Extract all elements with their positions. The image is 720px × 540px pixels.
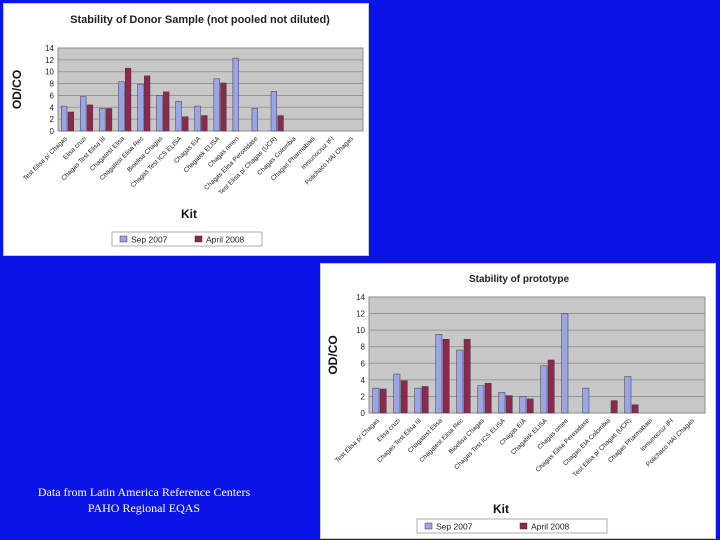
bar-april-2008 <box>201 115 208 132</box>
y-tick-label: 2 <box>50 115 55 124</box>
x-axis-label: Kit <box>181 207 197 221</box>
bar-april-2008 <box>442 339 450 414</box>
legend-label: Sep 2007 <box>131 235 168 245</box>
bar-april-2008 <box>220 82 227 132</box>
bar-april-2008 <box>547 359 555 414</box>
bar-april-2008 <box>86 104 94 132</box>
bar-sep-2007 <box>175 101 182 132</box>
bar-sep-2007 <box>456 349 464 414</box>
bar-april-2008 <box>526 398 534 414</box>
x-tick-label: Chagatek ELISA <box>510 417 549 456</box>
x-tick-label: Test Elisa p/ Chagas <box>334 417 381 464</box>
bar-sep-2007 <box>540 365 548 414</box>
donor-sample-chart-panel: Stability of Donor Sample (not pooled no… <box>3 3 369 256</box>
bar-april-2008 <box>631 404 639 414</box>
y-tick-label: 2 <box>361 392 366 401</box>
bar-april-2008 <box>277 115 284 132</box>
chart-title: Stability of Donor Sample (not pooled no… <box>70 14 330 26</box>
x-axis-label: Kit <box>493 502 509 516</box>
y-tick-label: 12 <box>45 56 54 65</box>
bar-sep-2007 <box>414 387 422 414</box>
bar-april-2008 <box>484 382 492 414</box>
legend-box <box>111 231 263 247</box>
bar-sep-2007 <box>624 376 632 414</box>
legend-box <box>416 518 608 534</box>
legend-label: Sep 2007 <box>436 522 473 532</box>
bar-sep-2007 <box>582 387 590 414</box>
bar-april-2008 <box>400 380 408 414</box>
legend-swatch <box>424 522 433 530</box>
bar-sep-2007 <box>194 105 201 132</box>
y-tick-label: 8 <box>361 343 366 352</box>
caption-line-2: PAHO Regional EQAS <box>87 501 201 515</box>
bar-sep-2007 <box>251 108 258 132</box>
legend-swatch <box>194 235 203 243</box>
bar-sep-2007 <box>372 387 380 414</box>
y-tick-label: 10 <box>356 326 365 335</box>
bar-april-2008 <box>182 116 189 132</box>
source-caption: Data from Latin America Reference Center… <box>10 484 278 516</box>
bar-sep-2007 <box>393 373 401 414</box>
y-tick-label: 14 <box>356 293 365 302</box>
y-tick-label: 4 <box>361 376 366 385</box>
bar-april-2008 <box>463 339 471 414</box>
bar-sep-2007 <box>99 108 106 132</box>
legend-swatch <box>119 235 128 243</box>
bar-april-2008 <box>610 400 618 414</box>
y-tick-label: 14 <box>45 44 54 53</box>
bar-sep-2007 <box>519 396 527 414</box>
bar-april-2008 <box>421 386 429 414</box>
y-tick-label: 0 <box>50 127 55 136</box>
y-tick-label: 8 <box>50 80 55 89</box>
bar-april-2008 <box>505 395 513 414</box>
caption-line-1: Data from Latin America Reference Center… <box>37 485 251 499</box>
legend-label: April 2008 <box>206 235 245 245</box>
bar-sep-2007 <box>270 91 277 132</box>
y-tick-label: 4 <box>50 103 55 112</box>
bar-april-2008 <box>163 91 170 132</box>
legend-swatch <box>519 522 528 530</box>
bar-sep-2007 <box>498 392 506 414</box>
y-tick-label: 0 <box>361 409 366 418</box>
bar-sep-2007 <box>137 83 144 132</box>
prototype-chart-panel: Stability of prototype 0 2 4 6 8 10 12 14 OD/CO Te… <box>320 263 716 539</box>
bar-april-2008 <box>144 75 151 132</box>
bar-sep-2007 <box>435 334 443 414</box>
bar-april-2008 <box>67 111 74 132</box>
bar-sep-2007 <box>61 105 68 132</box>
chart-title: Stability of prototype <box>469 274 569 285</box>
bar-sep-2007 <box>561 313 569 414</box>
bar-sep-2007 <box>80 96 87 132</box>
y-tick-label: 12 <box>356 310 365 319</box>
y-axis-label: OD/CO <box>10 70 24 109</box>
y-tick-label: 10 <box>45 68 54 77</box>
y-tick-label: 6 <box>361 359 366 368</box>
bar-sep-2007 <box>232 57 239 132</box>
bar-sep-2007 <box>213 78 220 132</box>
bar-sep-2007 <box>118 81 125 132</box>
bar-sep-2007 <box>156 95 163 132</box>
bar-april-2008 <box>379 388 387 414</box>
y-tick-label: 6 <box>50 91 55 100</box>
y-axis-label: OD/CO <box>326 335 340 374</box>
bar-april-2008 <box>105 108 113 132</box>
bar-sep-2007 <box>477 385 485 414</box>
bar-april-2008 <box>124 67 132 132</box>
donor-sample-chart: Stability of Donor Sample (not pooled no… <box>10 14 364 247</box>
prototype-chart: Stability of prototype 0 2 4 6 8 10 12 14 OD/CO Te… <box>326 274 706 534</box>
legend-label: April 2008 <box>531 522 570 532</box>
